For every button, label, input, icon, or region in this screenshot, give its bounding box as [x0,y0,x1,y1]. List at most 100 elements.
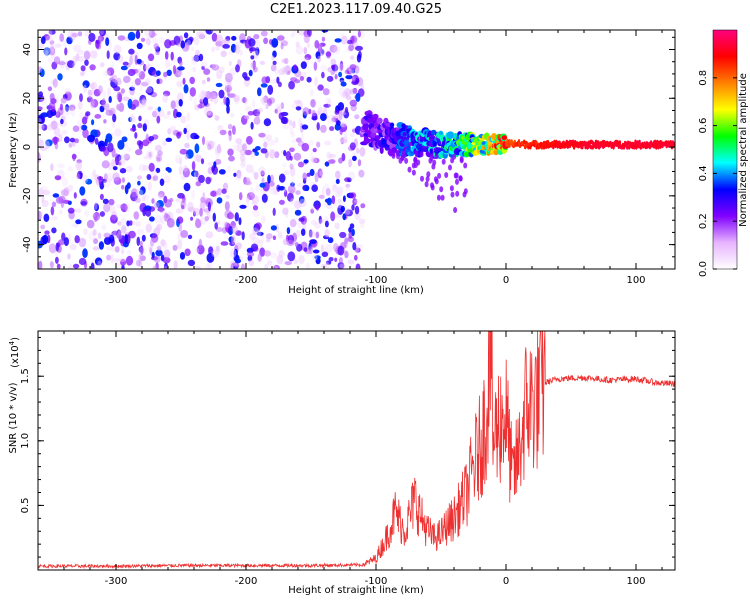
heatmap-noise-cell [337,102,345,111]
heatmap-noise-cell [71,32,79,38]
heatmap-noise-cell [270,64,277,72]
heatmap-noise-cell [159,178,165,186]
heatmap-noise-cell [42,46,50,56]
heatmap-noise-cell [253,171,259,180]
heatmap-noise-cell [180,230,189,238]
heatmap-noise-cell [280,42,284,50]
heatmap-noise-cell [211,64,220,71]
heatmap-noise-cell [121,177,125,183]
figure-title: C2E1.2023.117.09.40.G25 [270,2,442,17]
heatmap-noise-cell [121,184,125,190]
heatmap-noise-cell [248,69,253,77]
heatmap-noise-cell [155,224,161,235]
heatmap-noise-cell [152,265,158,269]
heatmap-noise-cell [228,131,232,142]
heatmap-noise-cell [229,241,236,247]
heatmap-noise-cell [38,43,44,49]
heatmap-noise-cell [338,71,343,78]
heatmap-noise-cell [164,212,169,219]
heatmap-noise-cell [78,237,87,248]
heatmap-noise-cell [114,246,120,253]
heatmap-noise-cell [269,149,276,159]
heatmap-noise-cell [263,37,269,45]
heatmap-noise-cell [306,43,311,48]
heatmap-noise-cell [270,78,278,84]
heatmap-noise-cell [316,122,320,131]
heatmap-noise-cell [215,245,220,253]
heatmap-noise-cell [78,124,83,133]
heatmap-noise-cell [252,98,256,109]
heatmap-noise-cell [80,65,86,72]
heatmap-noise-cell [274,265,278,269]
heatmap-noise-cell [38,66,43,72]
heatmap-noise-cell [303,159,309,164]
heatmap-noise-cell [324,261,330,269]
heatmap-noise-cell [75,53,80,62]
heatmap-noise-cell [176,216,184,224]
heatmap-noise-cell [257,240,264,248]
heatmap-noise-cell [45,140,50,150]
heatmap-noise-cell [139,103,143,108]
heatmap-noise-cell [319,42,326,47]
heatmap-noise-cell [77,50,85,55]
heatmap-noise-cell [89,50,98,59]
heatmap-noise-cell [158,206,164,213]
heatmap-noise-cell [319,219,324,224]
heatmap-noise-cell [153,43,159,50]
heatmap-noise-cell [203,68,211,75]
heatmap-noise-cell [179,60,183,67]
heatmap-noise-cell [151,170,158,176]
heatmap-noise-cell [324,229,330,238]
heatmap-noise-cell [295,229,301,238]
heatmap-marks [38,30,675,269]
heatmap-noise-cell [138,253,142,263]
heatmap-noise-cell [317,55,321,63]
heatmap-noise-cell [118,154,126,164]
heatmap-tail-cell [411,169,416,176]
heatmap-noise-cell [331,195,336,205]
heatmap-noise-cell [110,214,117,224]
heatmap-noise-cell [177,239,183,250]
heatmap-noise-cell [134,220,140,226]
heatmap-noise-cell [235,230,242,236]
heatmap-signal-cell [564,143,567,149]
heatmap-noise-cell [67,207,75,214]
heatmap-noise-cell [65,104,70,112]
heatmap-noise-cell [288,80,295,90]
heatmap-noise-cell [190,46,195,52]
heatmap-noise-cell [179,157,183,166]
heatmap-noise-cell [348,158,352,168]
heatmap-noise-cell [138,115,142,122]
heatmap-noise-cell [344,106,349,114]
heatmap-noise-cell [339,127,343,135]
heatmap-noise-cell [44,230,50,235]
x-tick-label: 100 [626,576,645,587]
heatmap-noise-cell [313,61,318,71]
heatmap-tail-cell [395,149,400,156]
heatmap-noise-cell [215,40,223,47]
heatmap-noise-cell [62,39,67,47]
heatmap-noise-cell [93,238,99,245]
heatmap-noise-cell [262,136,271,142]
heatmap-noise-cell [343,131,348,140]
heatmap-tail-cell [424,181,429,188]
heatmap-noise-cell [92,212,101,221]
heatmap-noise-cell [53,56,61,65]
heatmap-noise-cell [229,248,237,258]
heatmap-noise-cell [92,246,100,251]
heatmap-noise-cell [136,236,141,246]
heatmap-noise-cell [225,72,233,83]
heatmap-noise-cell [319,170,324,177]
heatmap-noise-cell [199,89,207,100]
heatmap-noise-cell [254,39,261,50]
heatmap-noise-cell [124,141,129,149]
heatmap-noise-cell [249,232,256,240]
heatmap-tail-cell [387,149,392,156]
heatmap-noise-cell [121,265,125,269]
heatmap-tail-cell [440,194,445,201]
heatmap-noise-cell [115,153,119,163]
heatmap-noise-cell [207,161,215,167]
heatmap-signal-cell [463,151,471,157]
heatmap-noise-cell [294,241,299,247]
heatmap-noise-cell [116,91,123,102]
